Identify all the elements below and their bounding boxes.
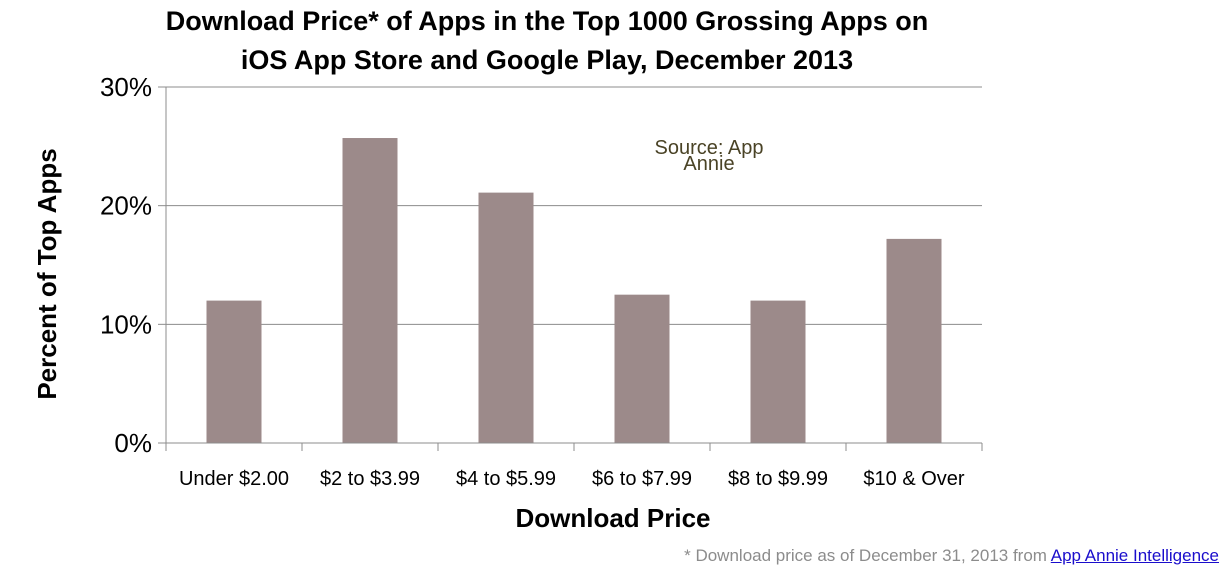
bar-5 <box>750 300 806 443</box>
y-tick-label-1: 10% <box>100 309 152 339</box>
footnote-text: * Download price as of December 31, 2013… <box>684 546 1051 565</box>
axes <box>158 86 983 451</box>
bar-6 <box>886 238 942 443</box>
chart-title: Download Price* of Apps in the Top 1000 … <box>166 6 929 75</box>
y-axis-title: Percent of Top Apps <box>32 148 62 399</box>
chart-title-line-2: iOS App Store and Google Play, December … <box>241 45 853 75</box>
y-tick-label-3: 30% <box>100 72 152 102</box>
x-tick-labels: Under $2.00 $2 to $3.99 $4 to $5.99 $6 to $… <box>179 468 965 490</box>
bar-4 <box>614 294 670 443</box>
x-tick-label-5: $8 to $9.99 <box>728 468 828 490</box>
bar-2 <box>342 138 398 443</box>
source-annotation-line-1: Source: App <box>655 137 764 159</box>
y-tick-label-0: 0% <box>114 428 152 458</box>
bar-3 <box>478 192 534 443</box>
x-tick-label-4: $6 to $7.99 <box>592 468 692 490</box>
x-tick-label-6: $10 & Over <box>863 468 965 490</box>
app-annie-intelligence-link[interactable]: App Annie Intelligence <box>1050 546 1219 565</box>
source-annotation-line-2: Annie <box>683 153 734 175</box>
y-tick-label-2: 20% <box>100 191 152 221</box>
footnote: * Download price as of December 31, 2013… <box>684 546 1219 566</box>
source-annotation: Source: App Annie <box>655 137 764 175</box>
bars <box>206 138 942 443</box>
bar-1 <box>206 300 262 443</box>
y-tick-labels: 0% 10% 20% 30% <box>100 72 152 458</box>
chart-title-line-1: Download Price* of Apps in the Top 1000 … <box>166 6 929 36</box>
gridlines <box>166 86 982 325</box>
x-tick-label-3: $4 to $5.99 <box>456 468 556 490</box>
x-axis-title: Download Price <box>515 503 710 533</box>
x-tick-label-1: Under $2.00 <box>179 468 289 490</box>
x-tick-label-2: $2 to $3.99 <box>320 468 420 490</box>
